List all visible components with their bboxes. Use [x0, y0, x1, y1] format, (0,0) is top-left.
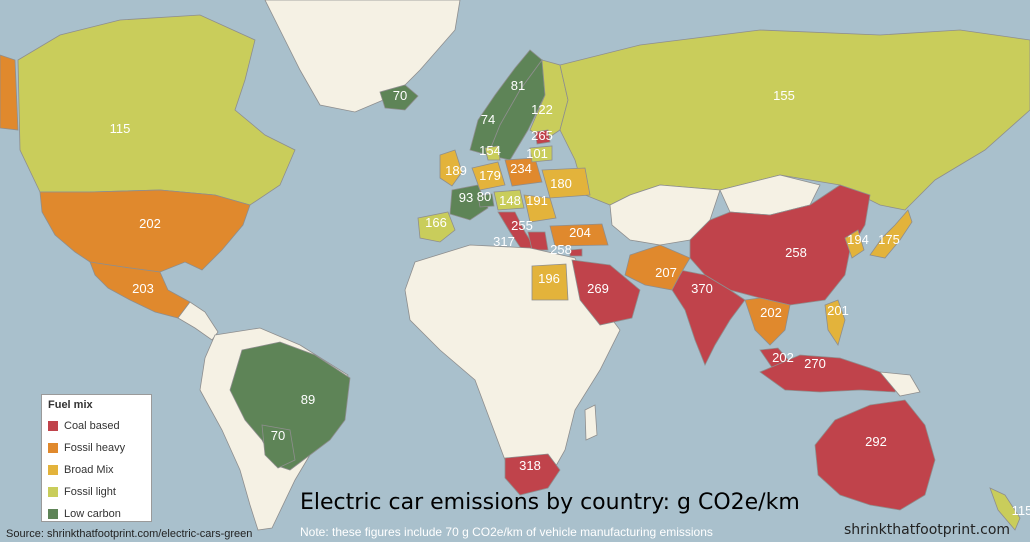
- map-title: Electric car emissions by country: g CO2…: [300, 490, 800, 515]
- legend-swatch: [48, 509, 58, 519]
- country-philippines: [824, 299, 846, 346]
- country-cyprus: [569, 248, 583, 257]
- legend: Fuel mix Coal based Fossil heavy Broad Mix…: [41, 394, 152, 522]
- country-usa: [39, 189, 251, 273]
- value-label-finland: 122: [531, 102, 553, 117]
- legend-label: Fossil light: [64, 486, 116, 498]
- value-label-mexico: 203: [132, 281, 154, 296]
- legend-item: Fossil heavy: [48, 437, 145, 459]
- value-label-philippines: 201: [827, 303, 849, 318]
- country-india: [671, 269, 746, 366]
- central-america: [177, 301, 219, 341]
- value-label-turkey: 204: [569, 225, 591, 240]
- value-label-new-zealand: 115: [1012, 503, 1030, 518]
- value-label-spain: 166: [425, 215, 447, 230]
- legend-item: Broad Mix: [48, 459, 145, 481]
- value-label-malaysia: 202: [772, 350, 794, 365]
- value-label-austria: 148: [499, 193, 521, 208]
- value-label-korea: 194: [847, 232, 869, 247]
- country-iceland: [379, 84, 419, 111]
- value-label-estonia: 265: [531, 128, 553, 143]
- value-label-denmark: 154: [479, 143, 501, 158]
- country-greece: [527, 231, 549, 251]
- source-credit: Source: shrinkthatfootprint.com/electric…: [6, 528, 253, 540]
- legend-item: Low carbon: [48, 503, 145, 525]
- legend-swatch: [48, 465, 58, 475]
- country-uk: [439, 149, 463, 187]
- value-label-egypt: 196: [538, 271, 560, 286]
- value-label-france: 93: [459, 190, 473, 205]
- value-label-japan: 175: [878, 232, 900, 247]
- value-label-poland: 234: [510, 161, 532, 176]
- legend-item: Fossil light: [48, 481, 145, 503]
- country-iran: [624, 244, 691, 291]
- value-label-italy: 255: [511, 218, 533, 233]
- value-label-brazil: 89: [301, 392, 315, 407]
- legend-swatch: [48, 487, 58, 497]
- country-netherlands: [471, 161, 506, 191]
- value-label-sweden: 81: [511, 78, 525, 93]
- legend-title: Fuel mix: [48, 399, 93, 411]
- value-label-latvia: 101: [526, 146, 548, 161]
- country-egypt: [531, 263, 569, 301]
- value-label-canada: 115: [110, 121, 131, 136]
- value-label-paraguay: 70: [271, 428, 285, 443]
- legend-label: Low carbon: [64, 508, 121, 520]
- country-estonia: [534, 129, 551, 145]
- country-brazil: [229, 341, 351, 471]
- legend-item: Coal based: [48, 415, 145, 437]
- country-turkey: [549, 223, 609, 247]
- value-label-iran: 207: [655, 265, 677, 280]
- value-label-netherlands: 179: [479, 168, 501, 183]
- country-poland: [504, 157, 543, 187]
- value-label-switzerland: 80: [477, 189, 491, 204]
- map-note: Note: these figures include 70 g CO2e/km…: [300, 525, 713, 539]
- legend-swatch: [48, 421, 58, 431]
- country-alaska: [0, 54, 19, 131]
- value-labels: 115 202 203 89 70 70 74 81 122 265 101 154 189 179 234…: [110, 78, 1030, 518]
- country-new-zealand: [989, 487, 1021, 531]
- value-label-norway: 74: [481, 112, 495, 127]
- value-label-greece: 317: [493, 234, 515, 249]
- value-label-china: 258: [785, 245, 807, 260]
- country-paraguay: [261, 424, 296, 469]
- value-label-saudi-arabia: 269: [587, 281, 609, 296]
- legend-swatch: [48, 443, 58, 453]
- value-label-india: 370: [691, 281, 713, 296]
- legend-label: Broad Mix: [64, 464, 114, 476]
- brand-watermark: shrinkthatfootprint.com: [844, 522, 1011, 538]
- papua: [879, 371, 921, 397]
- value-label-uk: 189: [445, 163, 467, 178]
- country-south-africa: [504, 453, 561, 496]
- country-thailand: [744, 297, 791, 346]
- country-saudi-arabia: [571, 259, 641, 326]
- country-ukraine: [541, 167, 591, 199]
- country-australia: [814, 399, 936, 511]
- country-france: [449, 184, 489, 221]
- country-spain: [417, 211, 456, 243]
- value-label-indonesia: 270: [804, 356, 826, 371]
- value-label-iceland: 70: [393, 88, 407, 103]
- country-japan: [869, 209, 913, 259]
- value-label-russia: 155: [773, 88, 795, 103]
- value-label-south-africa: 318: [519, 458, 541, 473]
- country-latvia: [529, 145, 553, 163]
- value-label-thailand: 202: [760, 305, 782, 320]
- value-label-cyprus: 258: [550, 242, 572, 257]
- value-label-usa: 202: [139, 216, 161, 231]
- greenland: [264, 0, 461, 113]
- value-label-ukraine: 180: [550, 176, 572, 191]
- country-romania: [523, 194, 557, 223]
- legend-label: Coal based: [64, 420, 120, 432]
- country-korea: [844, 229, 865, 259]
- country-switzerland: [477, 193, 495, 208]
- country-austria: [493, 189, 525, 211]
- madagascar: [584, 404, 598, 441]
- legend-label: Fossil heavy: [64, 442, 126, 454]
- country-denmark: [484, 145, 501, 161]
- value-label-australia: 292: [865, 434, 887, 449]
- value-label-romania: 191: [526, 193, 548, 208]
